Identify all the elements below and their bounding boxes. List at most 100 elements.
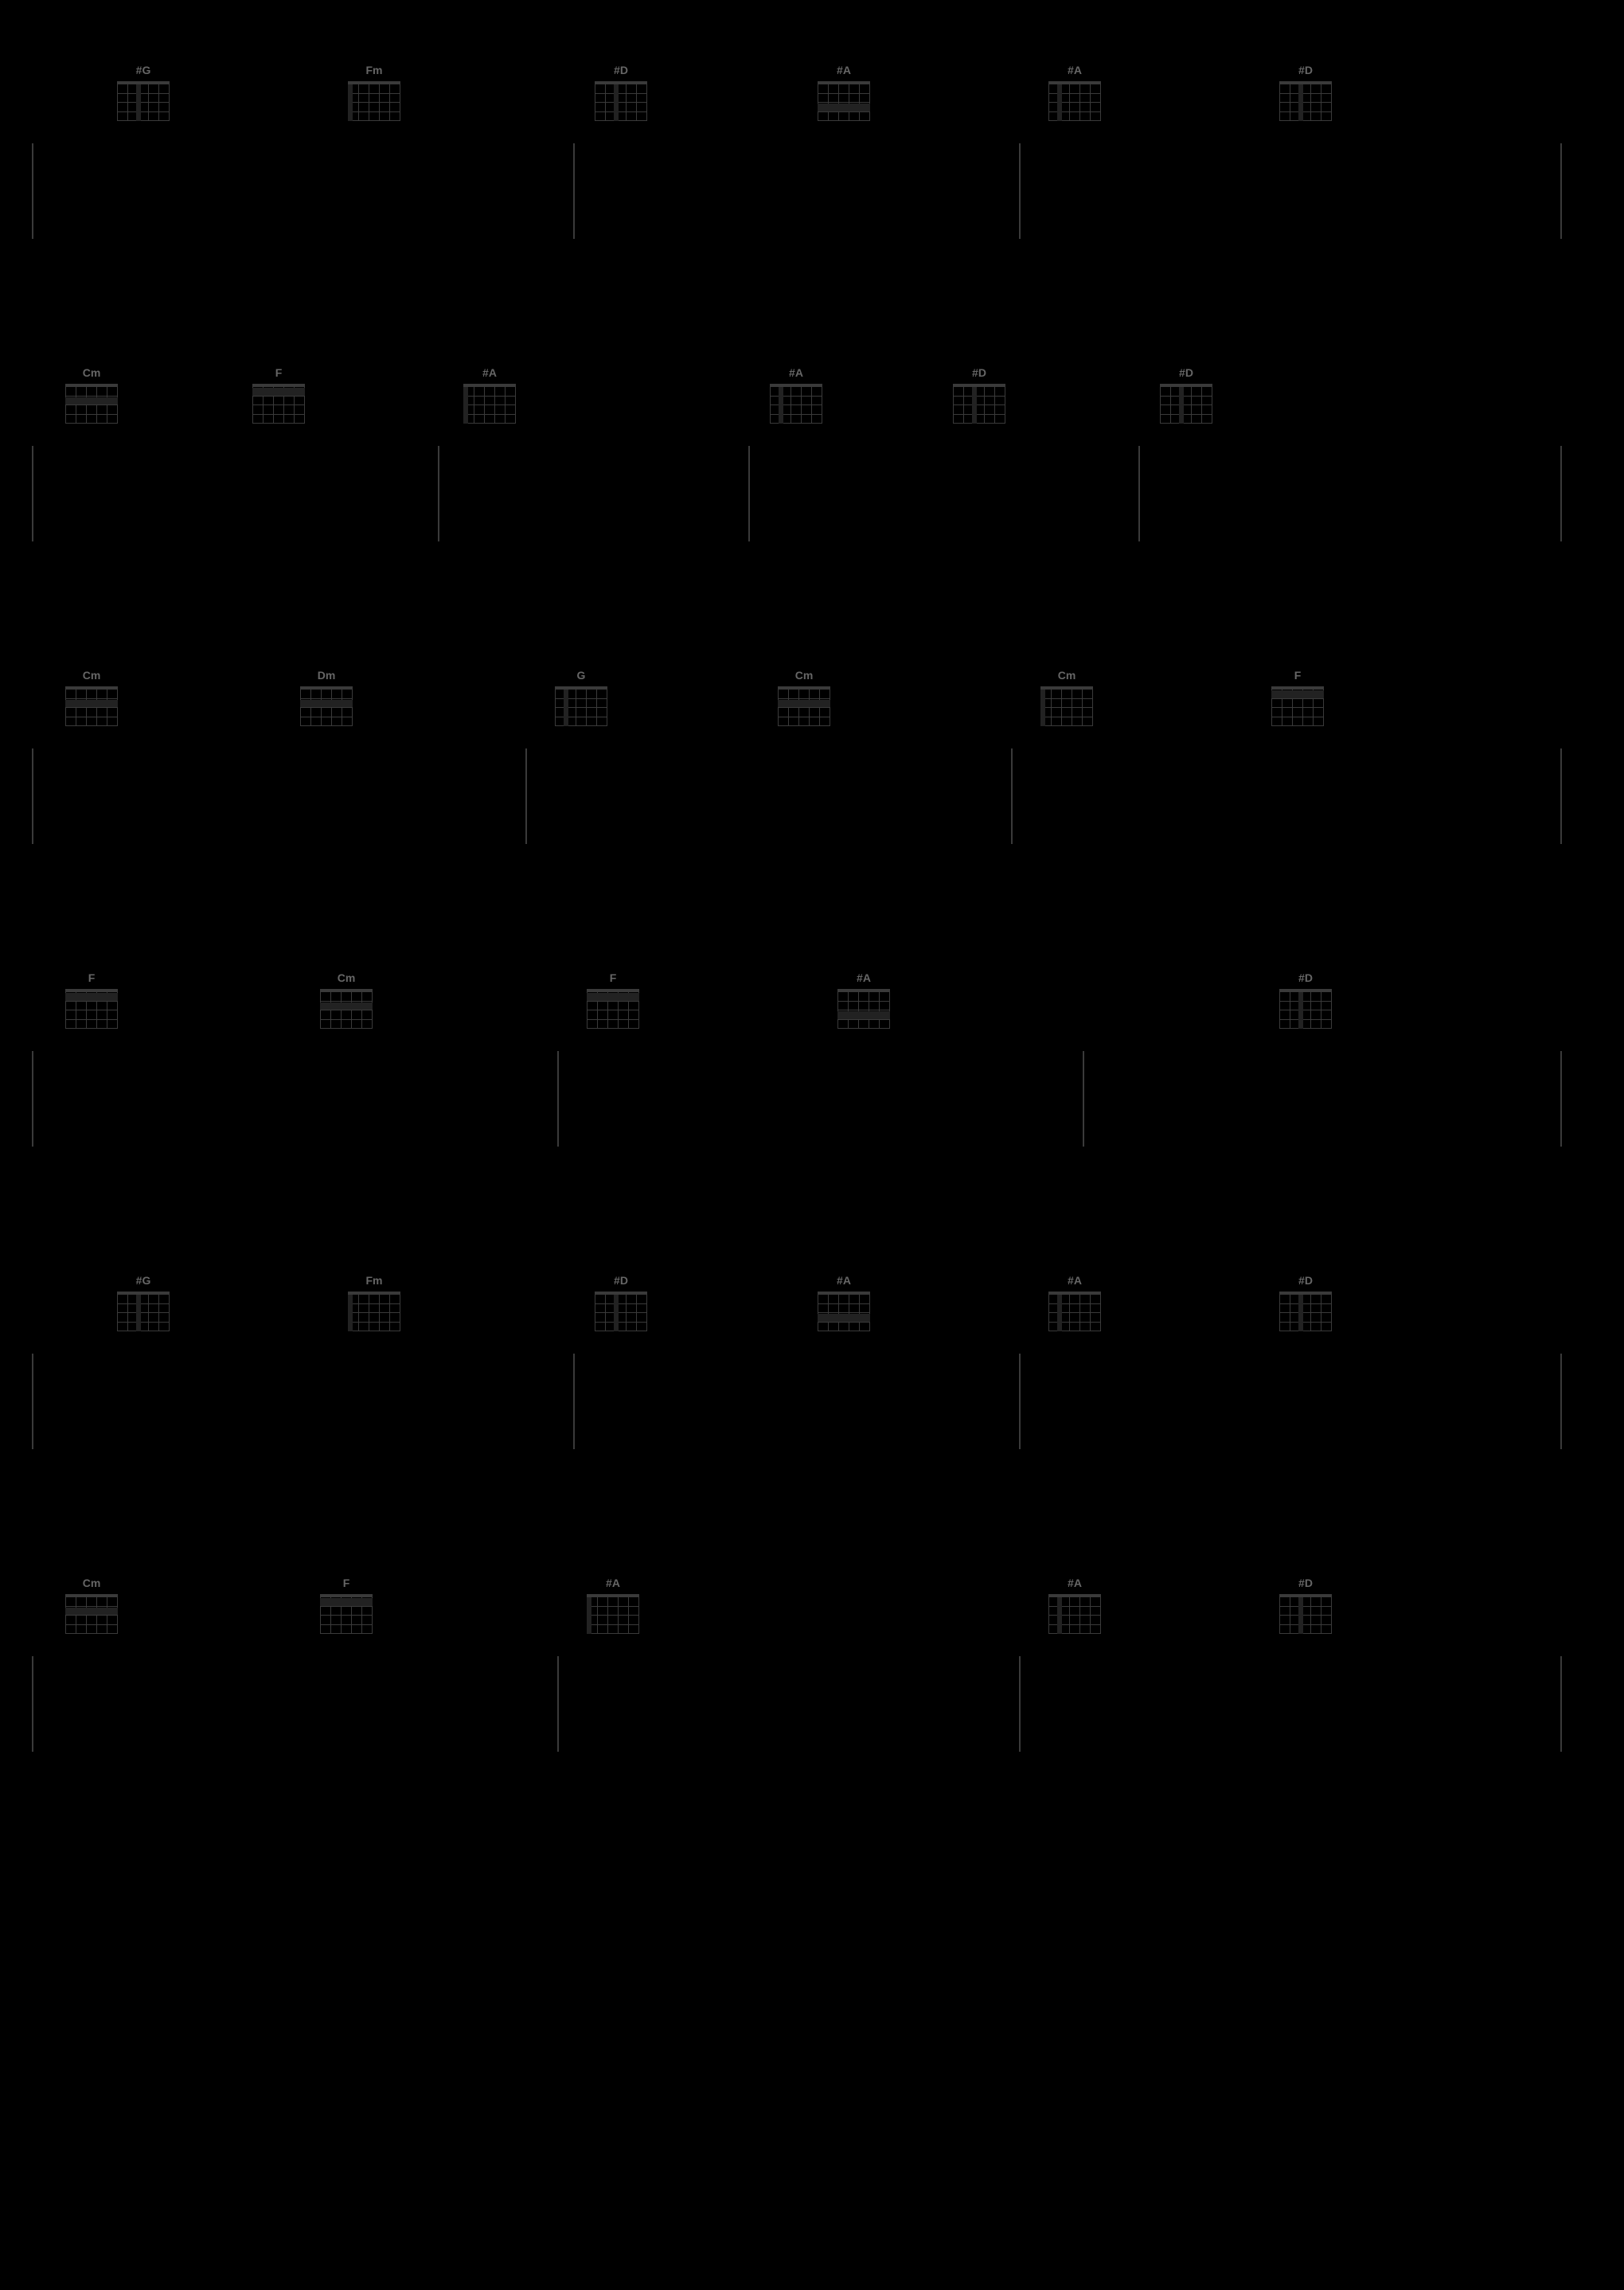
barline bbox=[1560, 1656, 1562, 1752]
chord-block: #A bbox=[832, 971, 896, 1029]
chord-block: #D bbox=[1274, 971, 1337, 1029]
barline bbox=[1560, 143, 1562, 239]
barline bbox=[32, 748, 33, 844]
chord-name: #G bbox=[136, 64, 151, 76]
chord-block: Cm bbox=[60, 1577, 123, 1634]
chord-grid bbox=[953, 384, 1005, 424]
barline bbox=[32, 1354, 33, 1449]
barline bbox=[32, 1656, 33, 1752]
barlines bbox=[32, 143, 1592, 239]
chord-name: F bbox=[1294, 669, 1302, 682]
chord-grid bbox=[117, 1292, 170, 1331]
chord-grid bbox=[320, 989, 373, 1029]
chord-row: #GFm#D#A#A#D bbox=[32, 143, 1592, 239]
barline bbox=[748, 446, 750, 541]
chord-block: Cm bbox=[60, 669, 123, 726]
chord-block: G bbox=[549, 669, 613, 726]
barline bbox=[573, 1354, 575, 1449]
chord-grid bbox=[65, 989, 118, 1029]
chord-grid bbox=[1279, 81, 1332, 121]
chord-grid bbox=[595, 81, 647, 121]
chord-block: #D bbox=[1274, 1274, 1337, 1331]
chord-name: Cm bbox=[83, 1577, 101, 1589]
barline bbox=[557, 1656, 559, 1752]
chord-grid bbox=[818, 1292, 870, 1331]
barline bbox=[1560, 446, 1562, 541]
chord-block: F bbox=[314, 1577, 378, 1634]
chord-name: G bbox=[577, 669, 586, 682]
chord-block: F bbox=[247, 366, 310, 424]
chord-block: Cm bbox=[314, 971, 378, 1029]
chord-block: #A bbox=[764, 366, 828, 424]
chord-name: #D bbox=[1298, 64, 1313, 76]
barlines bbox=[32, 1656, 1592, 1752]
chord-name: Dm bbox=[318, 669, 336, 682]
chord-row: CmDmGCmCmF bbox=[32, 748, 1592, 844]
chord-block: #D bbox=[1154, 366, 1218, 424]
chord-grid bbox=[555, 686, 607, 726]
chord-name: Cm bbox=[1058, 669, 1076, 682]
chord-chart-page: #GFm#D#A#A#DCmF#A#A#D#DCmDmGCmCmFFCmF#A#… bbox=[0, 0, 1624, 2118]
barlines bbox=[32, 748, 1592, 844]
chord-name: #D bbox=[614, 64, 628, 76]
barlines bbox=[32, 446, 1592, 541]
chord-grid bbox=[1160, 384, 1212, 424]
chord-grid bbox=[252, 384, 305, 424]
chord-name: F bbox=[275, 366, 283, 379]
chord-name: #D bbox=[1298, 1577, 1313, 1589]
chord-block: #A bbox=[1043, 1274, 1107, 1331]
chord-row: FCmF#A#D bbox=[32, 1051, 1592, 1147]
barline bbox=[32, 143, 33, 239]
barline bbox=[1083, 1051, 1084, 1147]
chord-grid bbox=[348, 1292, 400, 1331]
barline bbox=[525, 748, 527, 844]
chord-grid bbox=[65, 1594, 118, 1634]
chord-name: #D bbox=[1298, 971, 1313, 984]
chord-grid bbox=[837, 989, 890, 1029]
chord-block: Cm bbox=[1035, 669, 1099, 726]
chord-name: Cm bbox=[795, 669, 814, 682]
chord-block: F bbox=[581, 971, 645, 1029]
chord-name: #A bbox=[837, 1274, 851, 1287]
barline bbox=[438, 446, 439, 541]
chord-row: CmF#A#A#D bbox=[32, 1656, 1592, 1752]
barline bbox=[1019, 143, 1021, 239]
chord-name: #A bbox=[606, 1577, 620, 1589]
chord-name: F bbox=[88, 971, 96, 984]
barline bbox=[1019, 1354, 1021, 1449]
chord-name: Fm bbox=[366, 1274, 383, 1287]
chord-grid bbox=[1048, 1594, 1101, 1634]
chord-grid bbox=[770, 384, 822, 424]
chord-block: #A bbox=[581, 1577, 645, 1634]
barlines bbox=[32, 1051, 1592, 1147]
chord-block: Fm bbox=[342, 1274, 406, 1331]
chord-block: #A bbox=[458, 366, 521, 424]
chord-grid bbox=[320, 1594, 373, 1634]
barline bbox=[1011, 748, 1013, 844]
chord-block: F bbox=[60, 971, 123, 1029]
barline bbox=[32, 446, 33, 541]
chord-name: #A bbox=[837, 64, 851, 76]
chord-name: F bbox=[610, 971, 617, 984]
barlines bbox=[32, 1354, 1592, 1449]
chord-block: #A bbox=[812, 1274, 876, 1331]
chord-name: #D bbox=[972, 366, 986, 379]
barline bbox=[1560, 748, 1562, 844]
chord-name: Fm bbox=[366, 64, 383, 76]
barline bbox=[573, 143, 575, 239]
chord-grid bbox=[1040, 686, 1093, 726]
chord-name: #D bbox=[1179, 366, 1193, 379]
chord-block: #G bbox=[111, 64, 175, 121]
chord-row: CmF#A#A#D#D bbox=[32, 446, 1592, 541]
chord-block: Cm bbox=[772, 669, 836, 726]
chord-name: #A bbox=[857, 971, 871, 984]
chord-grid bbox=[587, 1594, 639, 1634]
chord-name: #D bbox=[614, 1274, 628, 1287]
chord-block: #A bbox=[1043, 1577, 1107, 1634]
chord-grid bbox=[65, 686, 118, 726]
chord-name: #A bbox=[482, 366, 497, 379]
chord-block: #A bbox=[1043, 64, 1107, 121]
chord-name: Cm bbox=[83, 669, 101, 682]
barline bbox=[1560, 1051, 1562, 1147]
chord-grid bbox=[65, 384, 118, 424]
